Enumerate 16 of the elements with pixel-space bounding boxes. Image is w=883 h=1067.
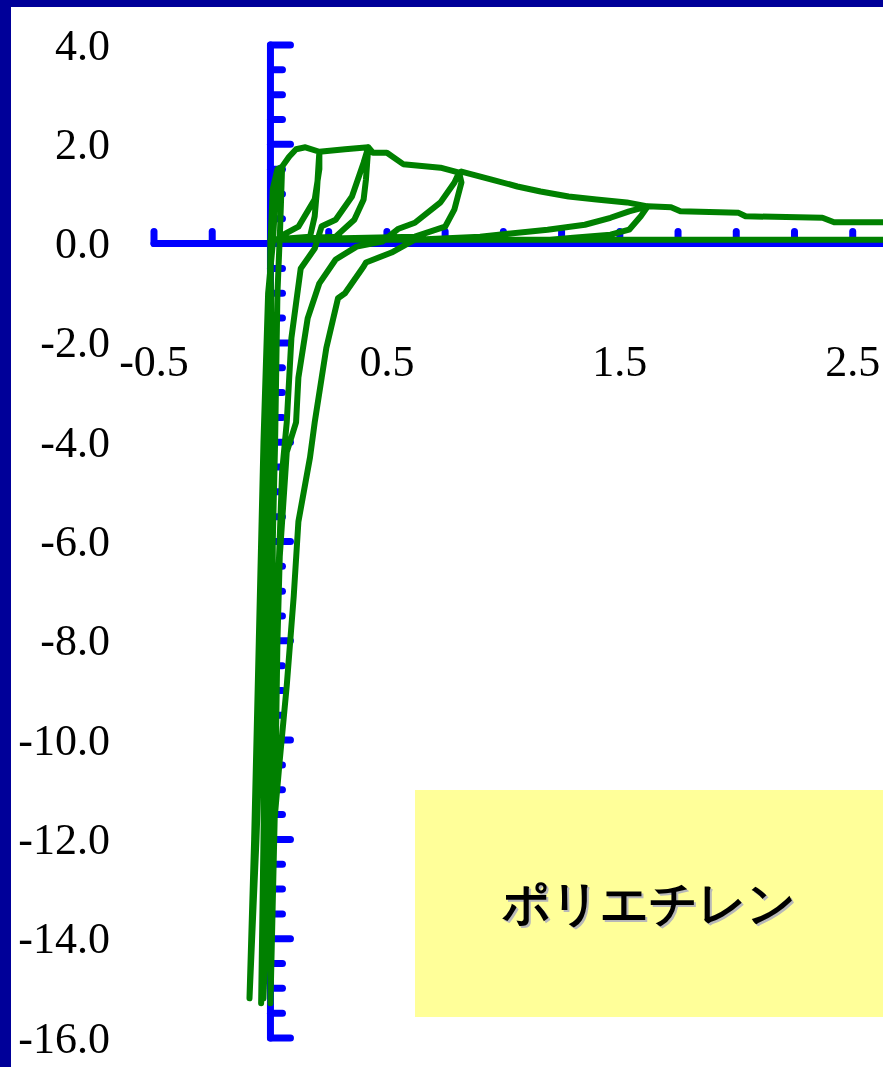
- x-tick-label: 2.5: [825, 337, 881, 387]
- y-tick-label: -16.0: [18, 1013, 110, 1063]
- x-tick-label: 1.5: [592, 337, 648, 387]
- x-tick-label: -0.5: [119, 337, 189, 387]
- y-tick-label: -4.0: [40, 417, 110, 467]
- y-tick-label: -10.0: [18, 715, 110, 765]
- y-tick-label: -6.0: [40, 517, 110, 566]
- x-tick-label: 0.5: [359, 337, 415, 387]
- y-tick-label: -12.0: [18, 814, 110, 864]
- y-tick-label: -14.0: [18, 914, 110, 964]
- y-tick-label: 4.0: [55, 20, 110, 70]
- annotation: ポリエチレン: [502, 875, 796, 932]
- y-tick-label: 2.0: [55, 119, 110, 169]
- y-tick-label: -8.0: [40, 616, 110, 666]
- y-tick-label: 0.0: [55, 219, 110, 269]
- y-tick-label: -2.0: [40, 318, 110, 368]
